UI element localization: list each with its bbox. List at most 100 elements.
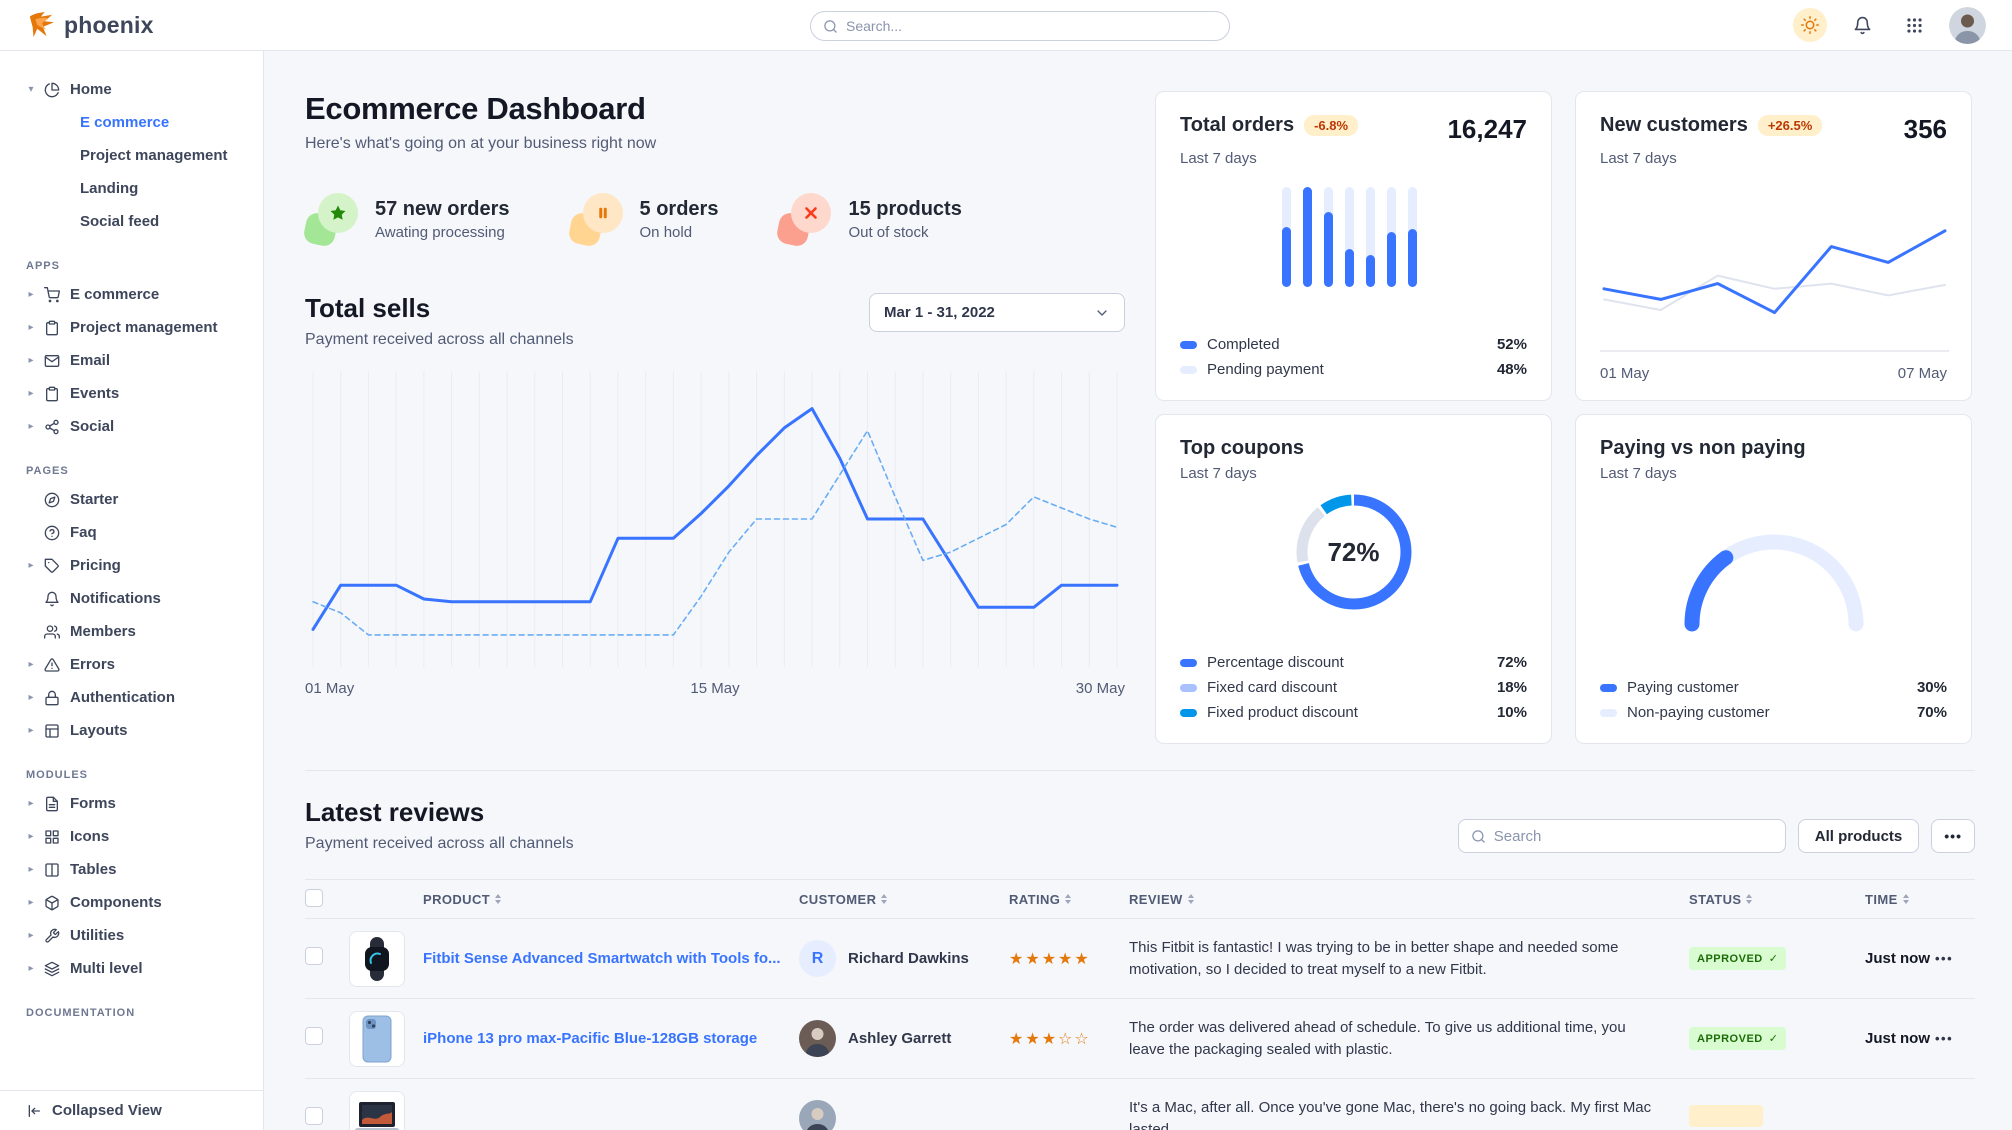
date-range-select[interactable]: Mar 1 - 31, 2022 — [869, 293, 1125, 332]
theme-toggle-sun-icon[interactable] — [1793, 8, 1827, 42]
sidebar-subitem-landing[interactable]: Landing — [80, 180, 139, 197]
sidebar-sections: APPS ▸ E commerce ▸ Project management ▸ Email… — [0, 260, 263, 1019]
brand-logo[interactable]: phoenix — [26, 11, 154, 39]
paying-gauge-chart — [1684, 534, 1863, 632]
sidebar-item-authentication[interactable]: ▸ Authentication — [0, 681, 263, 714]
sidebar-item-components[interactable]: ▸ Components — [0, 886, 263, 919]
date-range-value: Mar 1 - 31, 2022 — [884, 304, 995, 321]
caret-right-icon: ▸ — [28, 831, 34, 842]
search-icon — [823, 19, 838, 34]
col-customer[interactable]: CUSTOMER — [799, 891, 877, 907]
sidebar-subitem-social-feed[interactable]: Social feed — [80, 213, 160, 230]
col-status[interactable]: STATUS — [1689, 891, 1742, 907]
sidebar-item-utilities[interactable]: ▸ Utilities — [0, 919, 263, 952]
col-time[interactable]: TIME — [1865, 891, 1898, 907]
sidebar-item-tables[interactable]: ▸ Tables — [0, 853, 263, 886]
sidebar-item-faq[interactable]: Faq — [0, 516, 263, 549]
sort-icon[interactable] — [1746, 894, 1753, 904]
sidebar-item-label: Pricing — [70, 557, 121, 574]
caret-right-icon: ▸ — [28, 725, 34, 736]
sidebar-item-multi-level[interactable]: ▸ Multi level — [0, 952, 263, 985]
stat-item: 15 products Out of stock — [775, 193, 962, 248]
sidebar-subitem-e-commerce[interactable]: E commerce — [80, 114, 170, 131]
sidebar-item-project-management[interactable]: ▸ Project management — [0, 311, 263, 344]
notifications-bell-icon[interactable] — [1845, 8, 1879, 42]
legend-swatch — [1600, 708, 1617, 717]
review-time: Just now — [1865, 950, 1931, 967]
reviews-title: Latest reviews — [305, 797, 485, 827]
total-sells-header: Total sells Payment received across all … — [305, 293, 1125, 349]
sidebar-item-e-commerce[interactable]: ▸ E commerce — [0, 278, 263, 311]
sidebar-item-starter[interactable]: Starter — [0, 483, 263, 516]
legend-item: Completed 52% — [1180, 332, 1527, 357]
tool-icon — [44, 927, 62, 945]
sidebar-item-notifications[interactable]: Notifications — [0, 582, 263, 615]
total-sells-title: Total sells — [305, 293, 431, 323]
sort-icon[interactable] — [495, 894, 502, 904]
legend-label: Non-paying customer — [1627, 704, 1770, 721]
sort-icon[interactable] — [1187, 894, 1194, 904]
sidebar-item-members[interactable]: Members — [0, 615, 263, 648]
product-link[interactable]: Fitbit Sense Advanced Smartwatch with To… — [423, 950, 781, 967]
col-product[interactable]: PRODUCT — [423, 891, 491, 907]
stat-sub: On hold — [639, 223, 693, 241]
apps-grid-icon[interactable] — [1897, 8, 1931, 42]
customer-name: Richard Dawkins — [848, 950, 969, 967]
more-options-button[interactable]: ••• — [1931, 819, 1975, 853]
all-products-button[interactable]: All products — [1797, 819, 1920, 853]
sort-icon[interactable] — [1902, 894, 1909, 904]
stat-sub: Awating processing — [375, 223, 505, 241]
caret-right-icon: ▸ — [28, 963, 34, 974]
col-rating[interactable]: RATING — [1009, 891, 1061, 907]
select-all-checkbox[interactable] — [305, 888, 323, 907]
caret-right-icon: ▸ — [28, 692, 34, 703]
user-avatar[interactable] — [1949, 6, 1986, 44]
global-search — [810, 11, 1230, 41]
search-icon — [1471, 829, 1486, 844]
product-link[interactable]: iPhone 13 pro max-Pacific Blue-128GB sto… — [423, 1030, 758, 1047]
avatar-initial: R — [799, 940, 836, 977]
check-icon: ✓ — [1768, 953, 1779, 965]
donut-svg — [1296, 494, 1411, 610]
sidebar-subitem-project-management[interactable]: Project management — [80, 147, 228, 164]
review-text: The order was delivered ahead of schedul… — [1129, 1018, 1626, 1058]
card-title: New customers — [1600, 114, 1748, 136]
sort-icon[interactable] — [881, 894, 888, 904]
sidebar-item-email[interactable]: ▸ Email — [0, 344, 263, 377]
table-row: Fitbit Sense Advanced Smartwatch with To… — [305, 919, 1975, 999]
x-tick-label: 07 May — [1897, 365, 1947, 382]
sidebar-item-label: Email — [70, 352, 111, 369]
trend-badge: -6.8% — [1304, 114, 1359, 137]
collapse-view-toggle[interactable]: Collapsed View — [0, 1090, 263, 1130]
sidebar-item-home[interactable]: ▾ Home — [0, 73, 263, 106]
sidebar-item-social[interactable]: ▸ Social — [0, 410, 263, 443]
sidebar: ▾ Home E commerce Project management Landi… — [0, 51, 264, 1130]
sidebar-item-layouts[interactable]: ▸ Layouts — [0, 714, 263, 747]
check-icon: ✓ — [1768, 1033, 1779, 1045]
row-checkbox[interactable] — [305, 1107, 323, 1125]
sidebar-item-icons[interactable]: ▸ Icons — [0, 820, 263, 853]
sidebar-item-forms[interactable]: ▸ Forms — [0, 787, 263, 820]
tag-icon — [44, 557, 62, 575]
row-more-button[interactable]: ••• — [1935, 951, 1954, 966]
table-row: It's a Mac, after all. Once you've gone … — [305, 1079, 1975, 1130]
row-checkbox[interactable] — [305, 1027, 323, 1045]
row-checkbox[interactable] — [305, 947, 323, 965]
stat-item: 57 new orders Awating processing — [302, 193, 510, 248]
caret-right-icon: ▸ — [28, 560, 34, 571]
dashboard-cards: Total orders -6.8% 16,247 Last 7 days Co… — [1155, 91, 1975, 744]
global-search-input[interactable] — [846, 18, 1217, 34]
sidebar-item-errors[interactable]: ▸ Errors — [0, 648, 263, 681]
sidebar-item-label: Multi level — [70, 960, 143, 977]
legend-label: Percentage discount — [1207, 654, 1344, 671]
sidebar-item-label: Notifications — [70, 590, 161, 607]
card-value: 16,247 — [1447, 114, 1527, 144]
collapse-left-icon — [26, 1103, 42, 1119]
reviews-search-input[interactable] — [1493, 827, 1773, 845]
sort-icon[interactable] — [1065, 894, 1072, 904]
sidebar-item-pricing[interactable]: ▸ Pricing — [0, 549, 263, 582]
row-more-button[interactable]: ••• — [1935, 1031, 1954, 1046]
col-review[interactable]: REVIEW — [1129, 891, 1183, 907]
legend-swatch — [1600, 683, 1617, 692]
sidebar-item-events[interactable]: ▸ Events — [0, 377, 263, 410]
